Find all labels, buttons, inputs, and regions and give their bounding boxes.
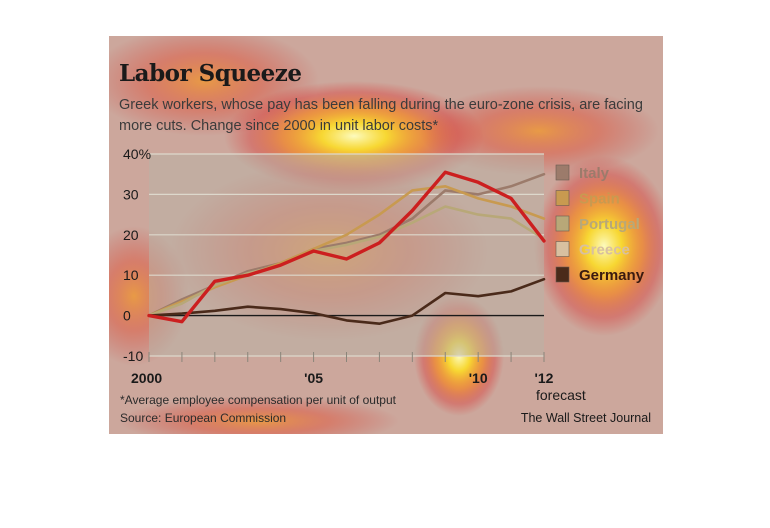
x-tick-label: '12 bbox=[535, 370, 554, 386]
legend-label-spain: Spain bbox=[579, 191, 620, 208]
legend-label-portugal: Portugal bbox=[579, 216, 640, 233]
legend-swatch-portugal bbox=[555, 215, 570, 232]
y-tick-label: 10 bbox=[123, 267, 139, 283]
chart-card: Labor Squeeze Greek workers, whose pay h… bbox=[109, 36, 663, 434]
legend-swatch-greece bbox=[555, 241, 570, 257]
series-line-portugal bbox=[147, 205, 546, 317]
footnote: *Average employee compensation per unit … bbox=[120, 393, 396, 407]
legend-swatch-italy bbox=[555, 164, 570, 181]
chart-subtitle: Greek workers, whose pay has been fallin… bbox=[119, 97, 643, 134]
legend-label-germany: Germany bbox=[579, 267, 645, 284]
series-line-spain bbox=[147, 185, 546, 317]
publisher-credit: The Wall Street Journal bbox=[520, 411, 651, 425]
x-tick-label: '05 bbox=[304, 370, 323, 386]
series-line-greece bbox=[147, 170, 546, 324]
x-tick-label: 2000 bbox=[131, 370, 162, 386]
legend-swatch-germany bbox=[555, 266, 570, 283]
chart-title: Labor Squeeze bbox=[119, 60, 302, 87]
y-tick-label: 30 bbox=[123, 186, 139, 202]
x-tick-label: '10 bbox=[469, 370, 488, 386]
y-tick-label: 20 bbox=[123, 227, 139, 243]
series-line-germany bbox=[147, 277, 546, 326]
legend-swatch-spain bbox=[555, 190, 570, 206]
plot-area bbox=[149, 154, 544, 356]
forecast-note: forecast bbox=[536, 387, 586, 403]
source-note: Source: European Commission bbox=[120, 411, 287, 425]
legend-label-italy: Italy bbox=[579, 165, 610, 182]
y-tick-label: 0 bbox=[123, 308, 131, 324]
y-tick-label: -10 bbox=[123, 348, 143, 364]
y-tick-label: 40% bbox=[123, 146, 151, 162]
legend-label-greece: Greece bbox=[579, 242, 630, 259]
